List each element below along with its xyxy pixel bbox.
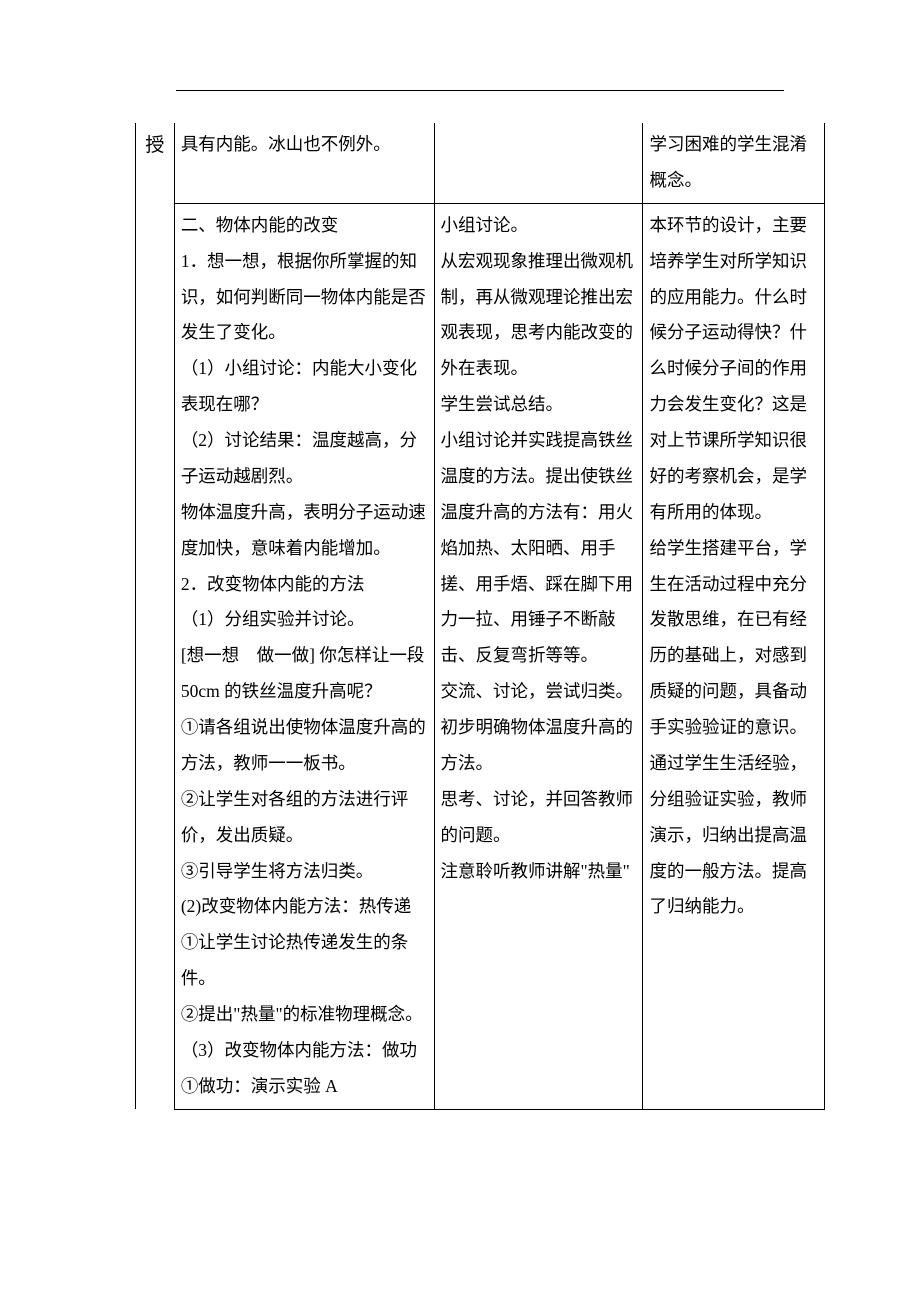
cell-text: 物体温度升高，表明分子运动速度加快，意味着内能增加。 bbox=[181, 495, 428, 567]
student-activity-cell: 小组讨论。 从宏观现象推理出微观机制，再从微观理论推出宏观表现，思考内能改变的外… bbox=[434, 203, 643, 1109]
cell-text: 通过学生生活经验，分组验证实验，教师演示，归纳出提高温度的一般方法。提高了归纳能… bbox=[649, 746, 818, 925]
cell-text: 二、物体内能的改变 bbox=[181, 208, 428, 244]
cell-text: ③引导学生将方法归类。 bbox=[181, 854, 428, 890]
cell-text: （2）讨论结果：温度越高，分子运动越剧烈。 bbox=[181, 423, 428, 495]
cell-text: ①让学生讨论热传递发生的条件。 bbox=[181, 925, 428, 997]
cell-text: 小组讨论。 bbox=[441, 208, 637, 244]
design-intent-cell: 学习困难的学生混淆概念。 bbox=[643, 123, 825, 203]
cell-text: 注意聆听教师讲解"热量" bbox=[441, 854, 637, 890]
cell-text: 学习困难的学生混淆概念。 bbox=[649, 127, 818, 199]
cell-text: 初步明确物体温度升高的方法。 bbox=[441, 710, 637, 782]
cell-text: 本环节的设计，主要培养学生对所学知识的应用能力。什么时候分子运动得快？什么时候分… bbox=[649, 208, 818, 531]
document-page: 授 具有内能。冰山也不例外。 学习困难的学生混淆概念。 二、物体内能的改变 1．… bbox=[0, 0, 920, 1302]
side-label: 授 bbox=[145, 135, 164, 156]
cell-text: 具有内能。冰山也不例外。 bbox=[181, 127, 428, 163]
lesson-table: 授 具有内能。冰山也不例外。 学习困难的学生混淆概念。 二、物体内能的改变 1．… bbox=[135, 123, 825, 1110]
teacher-activity-cell: 二、物体内能的改变 1．想一想，根据你所掌握的知识，如何判断同一物体内能是否发生… bbox=[174, 203, 434, 1109]
cell-text: ①请各组说出使物体温度升高的方法，教师一一板书。 bbox=[181, 710, 428, 782]
cell-text: ①做功：演示实验 A bbox=[181, 1069, 428, 1105]
cell-text: （1）分组实验并讨论。 bbox=[181, 602, 428, 638]
cell-text: (2)改变物体内能方法：热传递 bbox=[181, 889, 428, 925]
cell-text: ②提出"热量"的标准物理概念。 bbox=[181, 997, 428, 1033]
table-row: 授 具有内能。冰山也不例外。 学习困难的学生混淆概念。 bbox=[136, 123, 825, 203]
cell-text: 学生尝试总结。 bbox=[441, 387, 637, 423]
cell-text: （1）小组讨论：内能大小变化表现在哪？ bbox=[181, 351, 428, 423]
teacher-activity-cell: 具有内能。冰山也不例外。 bbox=[174, 123, 434, 203]
table-row: 二、物体内能的改变 1．想一想，根据你所掌握的知识，如何判断同一物体内能是否发生… bbox=[136, 203, 825, 1109]
cell-text: 交流、讨论，尝试归类。 bbox=[441, 674, 637, 710]
cell-text: 1．想一想，根据你所掌握的知识，如何判断同一物体内能是否发生了变化。 bbox=[181, 244, 428, 352]
header-rule bbox=[176, 90, 783, 91]
cell-text: 2．改变物体内能的方法 bbox=[181, 567, 428, 603]
cell-text: 从宏观现象推理出微观机制，再从微观理论推出宏观表现，思考内能改变的外在表现。 bbox=[441, 244, 637, 388]
design-intent-cell: 本环节的设计，主要培养学生对所学知识的应用能力。什么时候分子运动得快？什么时候分… bbox=[643, 203, 825, 1109]
cell-text: [想一想 做一做] 你怎样让一段 50cm 的铁丝温度升高呢？ bbox=[181, 638, 428, 710]
side-label-cell: 授 bbox=[136, 123, 175, 1109]
cell-text: 小组讨论并实践提高铁丝温度的方法。提出使铁丝温度升高的方法有：用火焰加热、太阳晒… bbox=[441, 423, 637, 674]
student-activity-cell bbox=[434, 123, 643, 203]
cell-text: （3）改变物体内能方法：做功 bbox=[181, 1033, 428, 1069]
cell-text: 给学生搭建平台，学生在活动过程中充分发散思维，在已有经历的基础上，对感到质疑的问… bbox=[649, 531, 818, 746]
cell-text: ②让学生对各组的方法进行评价，发出质疑。 bbox=[181, 782, 428, 854]
cell-text: 思考、讨论，并回答教师的问题。 bbox=[441, 782, 637, 854]
